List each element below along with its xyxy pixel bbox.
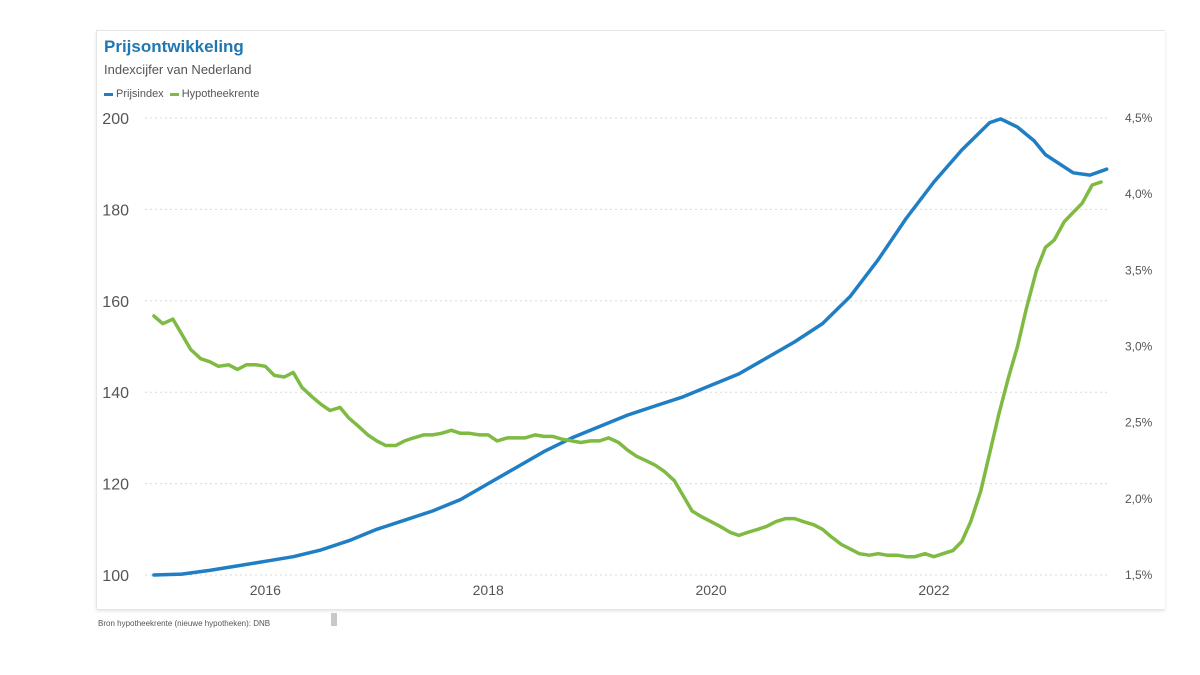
- y-left-tick-label: 200: [102, 111, 129, 128]
- legend-label-prijsindex: Prijsindex: [116, 88, 164, 100]
- legend-label-hypotheekrente: Hypotheekrente: [181, 88, 260, 100]
- legend-swatch-prijsindex: [104, 92, 113, 96]
- series-line-hypotheekrente[interactable]: [152, 180, 1103, 559]
- source-note: Bron hypotheekrente (nieuwe hypotheken):…: [98, 619, 271, 628]
- y-right-tick-label: 1,5%: [1125, 568, 1153, 582]
- x-tick-label: 2018: [473, 582, 504, 598]
- chart-title: Prijsontwikkeling: [104, 37, 244, 56]
- chart-subtitle: Indexcijfer van Nederland: [104, 62, 252, 77]
- y-right-tick-label: 4,0%: [1125, 187, 1153, 201]
- y-right-tick-label: 3,0%: [1125, 340, 1153, 354]
- y-right-tick-label: 2,0%: [1125, 492, 1153, 506]
- legend-swatch-hypotheekrente: [169, 92, 179, 96]
- chart-legend: Prijsindex Hypotheekrente: [104, 88, 265, 100]
- y-right-tick-label: 3,5%: [1125, 263, 1153, 277]
- y-left-tick-label: 120: [102, 477, 129, 494]
- x-tick-label: 2020: [695, 582, 726, 598]
- x-tick-label: 2016: [250, 582, 281, 598]
- legend-item-hypotheekrente[interactable]: Hypotheekrente: [169, 88, 260, 100]
- y-left-tick-label: 160: [102, 294, 129, 311]
- y-left-tick-label: 100: [102, 568, 129, 585]
- y-left-tick-label: 180: [102, 202, 129, 219]
- legend-item-prijsindex[interactable]: Prijsindex: [104, 88, 164, 100]
- x-tick-label: 2022: [918, 582, 949, 598]
- y-left-tick-label: 140: [102, 385, 129, 402]
- y-right-tick-label: 4,5%: [1125, 111, 1153, 125]
- scroll-handle[interactable]: [331, 613, 337, 626]
- y-right-tick-label: 2,5%: [1125, 416, 1153, 430]
- series-line-prijsindex[interactable]: [152, 117, 1109, 577]
